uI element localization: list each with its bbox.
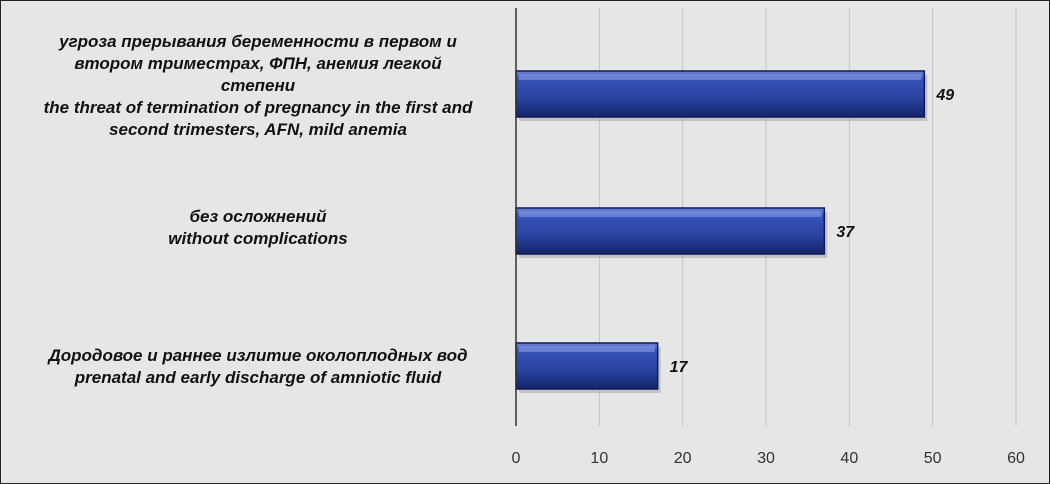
data-label: 49 xyxy=(935,87,954,104)
x-tick-label: 10 xyxy=(590,450,608,467)
category-label-line: угроза прерывания беременности в первом … xyxy=(59,32,457,51)
x-tick-label: 60 xyxy=(1007,450,1025,467)
x-tick-label: 0 xyxy=(512,450,521,467)
data-label: 17 xyxy=(670,359,689,376)
category-label-line: степени xyxy=(220,76,296,95)
bar-highlight xyxy=(519,211,822,217)
category-label-line: Дородовое и раннее излитие околоплодных … xyxy=(48,346,468,365)
bar-highlight xyxy=(519,74,922,80)
category-label: угроза прерывания беременности в первом … xyxy=(8,31,508,141)
bars xyxy=(515,70,928,393)
data-label: 37 xyxy=(836,224,855,241)
category-label-line: prenatal and early discharge of amniotic… xyxy=(74,368,442,387)
x-tick-label: 40 xyxy=(840,450,858,467)
category-label: без осложнений without complications xyxy=(8,206,508,250)
category-label-line: second trimesters, AFN, mild anemia xyxy=(109,120,407,139)
bar-highlight xyxy=(519,346,655,352)
category-label-line: the threat of termination of pregnancy i… xyxy=(43,98,473,117)
value-labels: 49 37 17 xyxy=(670,87,955,376)
category-label-line: без осложнений xyxy=(189,207,327,226)
x-tick-label: 30 xyxy=(757,450,775,467)
tick-labels: 0 10 20 30 40 50 60 xyxy=(512,450,1025,467)
category-label: Дородовое и раннее излитие околоплодных … xyxy=(8,345,508,389)
x-tick-label: 20 xyxy=(674,450,692,467)
x-tick-label: 50 xyxy=(924,450,942,467)
category-label-line: втором триместрах, ФПН, анемия легкой xyxy=(74,54,442,73)
category-label-line: without complications xyxy=(168,229,348,248)
